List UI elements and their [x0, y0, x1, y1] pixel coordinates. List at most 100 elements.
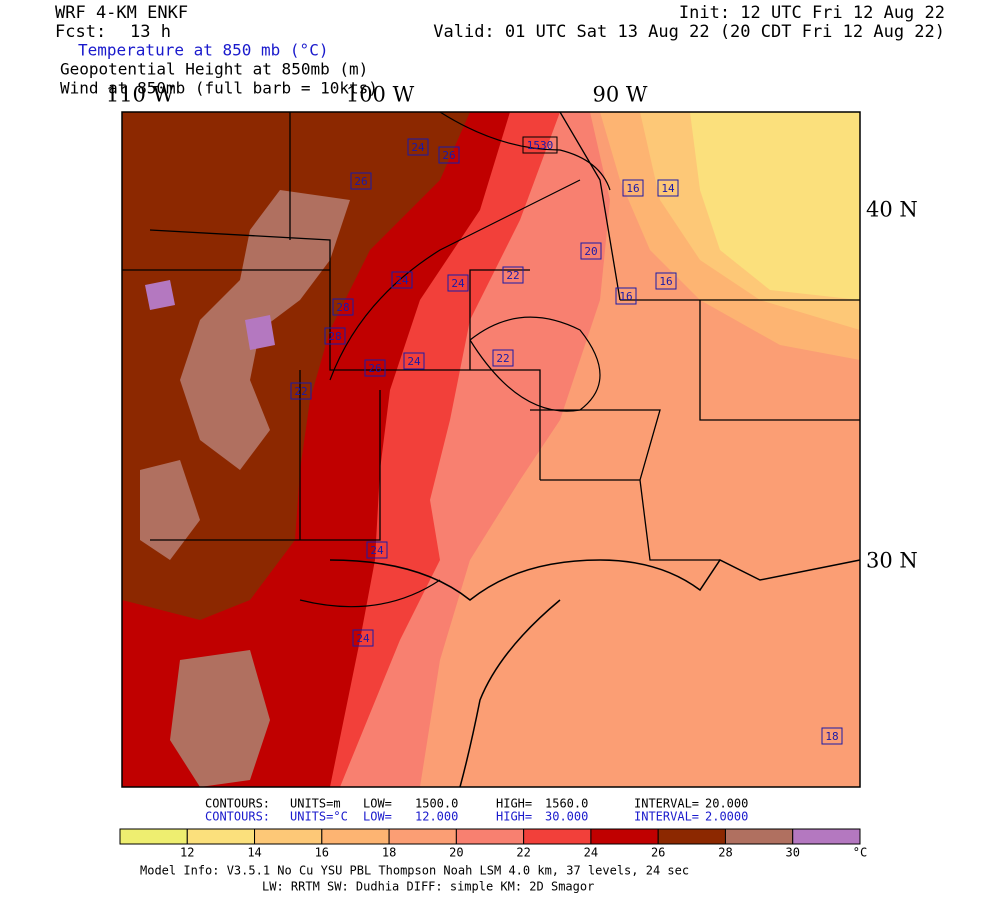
contour-info: 1500.0 [415, 797, 458, 811]
colorbar-segment [119, 828, 188, 845]
colorbar-tick-label: 28 [718, 846, 732, 860]
contour-label-box [492, 349, 514, 367]
colorbar-units: °C [853, 846, 867, 860]
contour-label-box [332, 298, 354, 316]
field-title: Temperature at 850 mb (°C) [78, 41, 328, 60]
contour-label: 20 [584, 245, 597, 258]
contour-label-box [438, 146, 460, 164]
valid-time: Valid: 01 UTC Sat 13 Aug 22 (20 CDT Fri … [433, 22, 945, 42]
contour-label-box [821, 727, 843, 745]
temp-field [180, 190, 350, 470]
contour-info: 12.000 [415, 810, 458, 824]
contour-info: HIGH= [496, 810, 532, 824]
contour-label-box [622, 179, 644, 197]
contour-label: 24 [451, 277, 465, 290]
contour-label: 24 [370, 544, 384, 557]
lon-label: 100 W [346, 83, 415, 107]
fcst-label: Fcst: [55, 22, 106, 42]
temp-field [245, 315, 275, 350]
colorbar-tick-label: 14 [247, 846, 261, 860]
contour-label: 28 [336, 301, 349, 314]
colorbar-segment [186, 828, 256, 845]
contour-info: UNITS=m [290, 797, 341, 811]
field-title: Geopotential Height at 850mb (m) [60, 60, 368, 79]
contour-label-box [407, 138, 429, 156]
lon-label: 90 W [593, 83, 648, 107]
colorbar-tick-label: 16 [315, 846, 329, 860]
colorbar-tick-label: 22 [516, 846, 530, 860]
contour-label: 1530 [527, 139, 554, 152]
model-info: LW: RRTM SW: Dudhia DIFF: simple KM: 2D … [262, 880, 594, 894]
lat-label: 40 N [866, 198, 918, 222]
contour-info: LOW= [363, 810, 392, 824]
contour-label-box [502, 266, 524, 284]
contour-label: 24 [411, 141, 425, 154]
contour-info: INTERVAL= [634, 810, 699, 824]
contour-info: HIGH= [496, 797, 532, 811]
contour-label: 16 [626, 182, 639, 195]
contour-label: 24 [356, 632, 370, 645]
contour-label: 18 [825, 730, 838, 743]
contour-label-box [655, 272, 677, 290]
contour-label-box [364, 359, 386, 377]
colorbar-tick-label: 26 [651, 846, 665, 860]
colorbar-segment [724, 828, 794, 845]
contour-label: 24 [407, 355, 421, 368]
contour-label-box [324, 327, 346, 345]
contour-label-box [352, 629, 374, 647]
contour-info: CONTOURS: [205, 810, 270, 824]
contour-label: 22 [496, 352, 509, 365]
colorbar-segment [792, 828, 861, 845]
colorbar-tick-label: 24 [584, 846, 598, 860]
contour-label-box [580, 242, 602, 260]
field-title: Wind at 850mb (full barb = 10kts) [60, 79, 378, 98]
colorbar-segment [523, 828, 592, 845]
temp-field [170, 650, 270, 787]
contour-info: 2.0000 [705, 810, 748, 824]
lat-label: 30 N [866, 549, 918, 573]
map: 24 26 1530 26 16 14 20 24 24 22 16 16 28 28 26 24 22 22 24… [121, 111, 861, 788]
temp-field [145, 280, 175, 310]
contour-info: CONTOURS: [205, 797, 270, 811]
fcst-hours: 13 h [130, 22, 171, 42]
contour-info: LOW= [363, 797, 392, 811]
init-time: Init: 12 UTC Fri 12 Aug 22 [679, 3, 945, 23]
colorbar-segment [254, 828, 323, 845]
contour-label: 26 [442, 149, 455, 162]
contour-label-box [366, 541, 388, 559]
contour-label: 22 [294, 385, 307, 398]
contour-label: 26 [368, 362, 381, 375]
contour-info: 30.000 [545, 810, 588, 824]
lon-label: 110 W [106, 83, 175, 107]
colorbar-tick-label: 12 [180, 846, 194, 860]
colorbar-segment [455, 828, 525, 845]
contour-info: 1560.0 [545, 797, 588, 811]
temp-field [690, 112, 860, 300]
model-name: WRF 4-KM ENKF [55, 3, 188, 23]
contour-label-box [657, 179, 679, 197]
colorbar-tick-label: 18 [382, 846, 396, 860]
colorbar-segment [657, 828, 726, 845]
boundaries [122, 111, 861, 788]
temp-field [140, 460, 200, 560]
contour-label: 28 [328, 330, 341, 343]
contour-label: 22 [506, 269, 519, 282]
contour-label-box [350, 172, 372, 190]
contour-label-box [290, 382, 312, 400]
contour-label-box [391, 271, 413, 289]
colorbar-segment [321, 828, 390, 845]
colorbar-tick-label: 20 [449, 846, 463, 860]
colorbar-segment [590, 828, 659, 845]
colorbar-segment [388, 828, 457, 845]
temp-field [122, 112, 470, 620]
colorbar-tick-label: 30 [786, 846, 800, 860]
height-contours [299, 111, 611, 608]
model-info: Model Info: V3.5.1 No Cu YSU PBL Thompso… [140, 864, 689, 878]
contour-info: INTERVAL= [634, 797, 699, 811]
contour-label: 16 [619, 290, 632, 303]
contour-label-box [403, 352, 425, 370]
contour-label: 14 [661, 182, 675, 195]
contour-label: 16 [659, 275, 672, 288]
